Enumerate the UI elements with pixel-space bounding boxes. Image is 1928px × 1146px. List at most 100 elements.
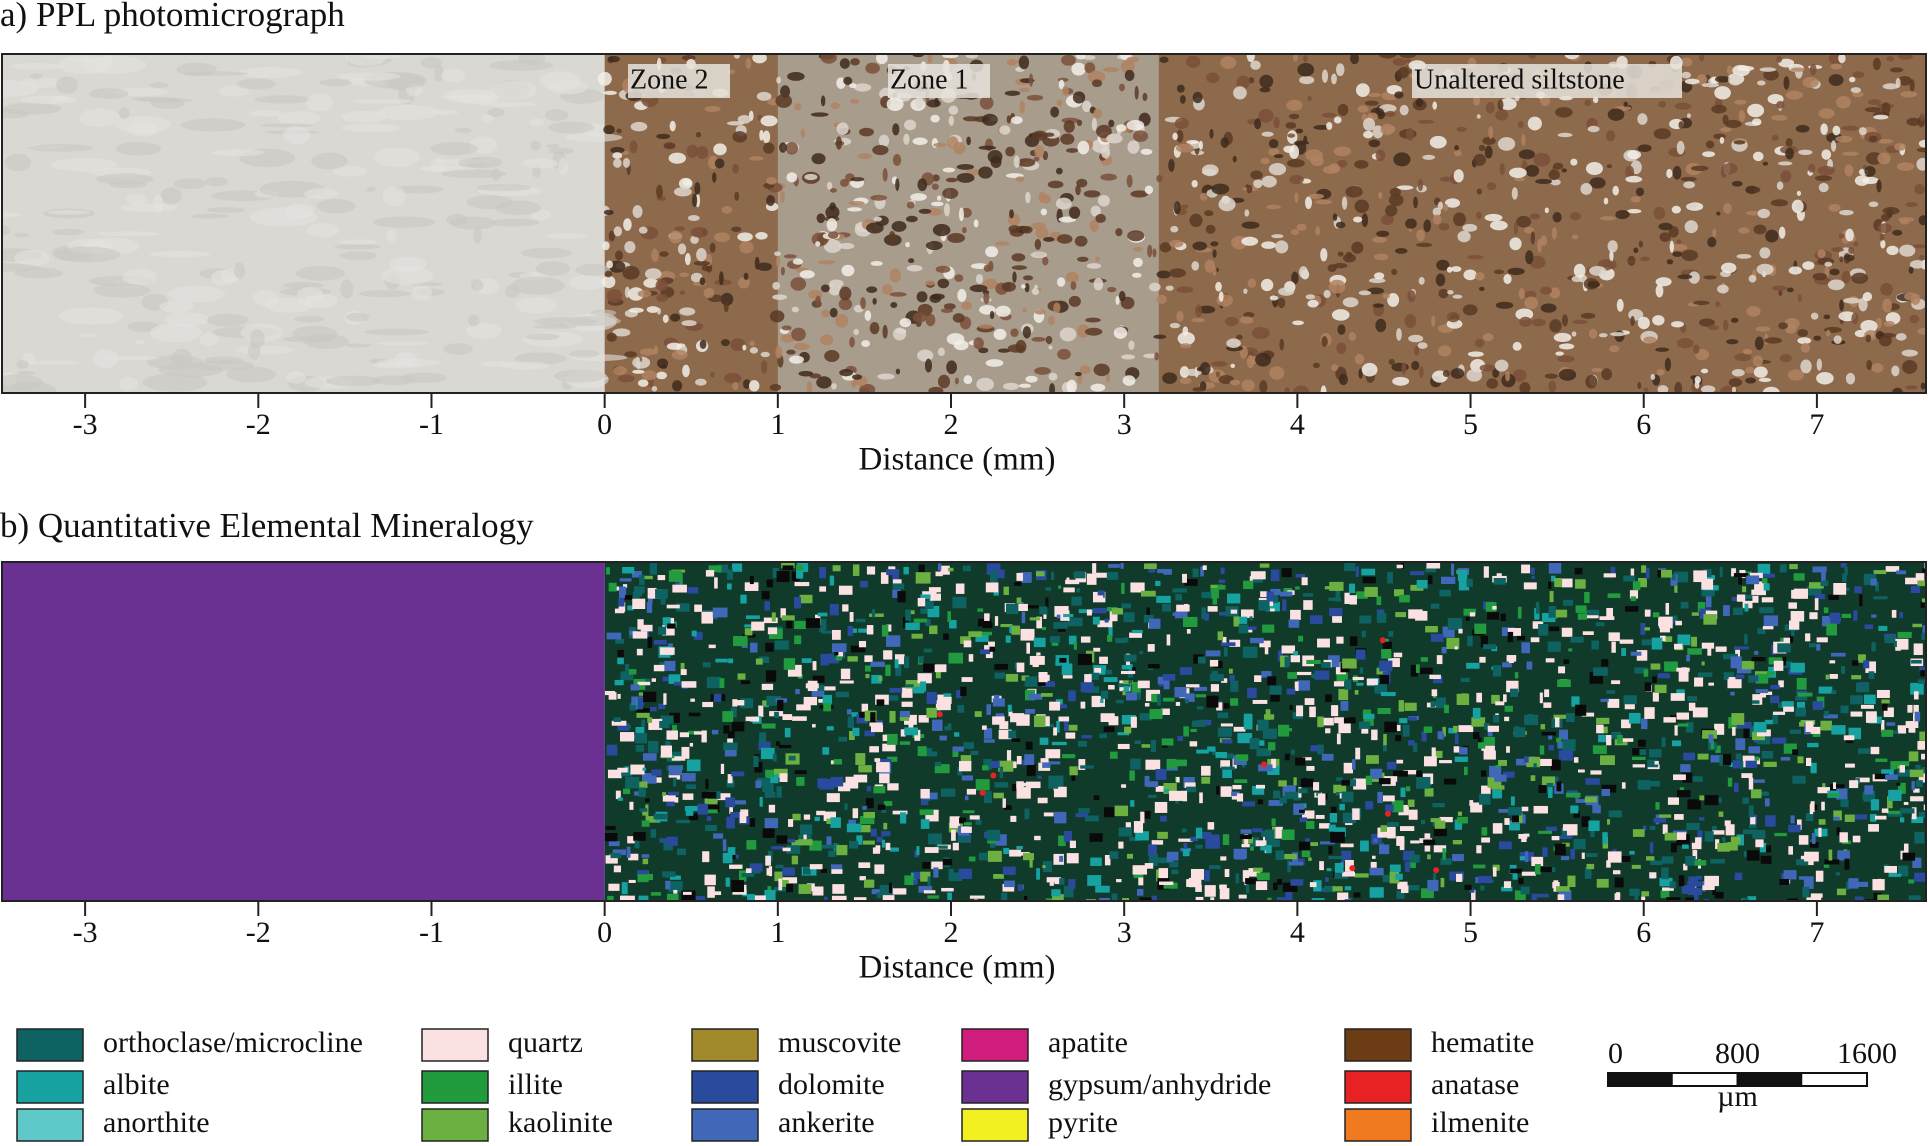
grain (823, 896, 828, 901)
grain (1836, 788, 1848, 800)
grain (1124, 69, 1135, 81)
grain (1639, 749, 1647, 756)
grain (1585, 778, 1600, 785)
resin-area (2, 562, 605, 901)
grain (668, 643, 673, 651)
label-box (888, 64, 990, 98)
grain (705, 570, 715, 577)
texture (468, 314, 480, 327)
grain (810, 112, 829, 117)
grain (1896, 570, 1907, 575)
grain (1147, 667, 1154, 671)
grain (1877, 152, 1891, 165)
grain (1199, 362, 1211, 376)
grain (1820, 580, 1829, 587)
grain (1425, 626, 1438, 633)
grain (1865, 334, 1872, 343)
grain (1880, 282, 1893, 296)
grain (1417, 119, 1435, 124)
grain (1535, 178, 1553, 185)
grain (929, 294, 942, 303)
grain (1169, 239, 1184, 248)
grain (814, 816, 820, 822)
grain (1344, 886, 1352, 891)
grain (1408, 885, 1420, 891)
grain (1423, 726, 1433, 733)
grain (642, 767, 647, 771)
grain (1382, 293, 1390, 299)
grain (1090, 205, 1101, 217)
grain (1637, 144, 1652, 152)
grain (637, 681, 651, 686)
grain (1349, 595, 1357, 605)
grain (1692, 707, 1708, 718)
grain (732, 636, 748, 647)
grain (1302, 810, 1315, 819)
grain (1174, 686, 1187, 698)
grain (941, 887, 954, 892)
grain (1745, 594, 1754, 599)
grain (1550, 179, 1561, 186)
grain (1364, 100, 1379, 106)
grain (1616, 298, 1624, 312)
grain (1530, 567, 1535, 575)
grain (1814, 594, 1825, 600)
grain (1634, 667, 1648, 674)
grain (940, 788, 956, 797)
grain (830, 817, 841, 828)
grain (1828, 594, 1839, 601)
grain (969, 815, 980, 820)
grain (672, 778, 677, 787)
grain (1913, 788, 1920, 793)
grain (1157, 831, 1168, 839)
grain (1433, 845, 1447, 853)
grain (1629, 888, 1640, 896)
grain (1272, 826, 1283, 839)
grain (1406, 127, 1415, 141)
grain (1714, 723, 1725, 735)
grain (1872, 57, 1881, 71)
grain (1409, 854, 1420, 863)
grain (1919, 731, 1926, 741)
grain (1077, 324, 1090, 338)
grain (1430, 603, 1440, 609)
grain (1494, 359, 1509, 372)
grain (829, 202, 836, 211)
grain (657, 626, 667, 635)
grain (1806, 897, 1822, 901)
texture (363, 328, 429, 336)
grain (1915, 764, 1921, 769)
grain (1116, 879, 1122, 883)
grain (1786, 287, 1794, 293)
grain (1410, 862, 1416, 868)
grain (1365, 775, 1373, 786)
grain (1570, 158, 1578, 166)
grain (1126, 119, 1145, 131)
grain (1293, 803, 1305, 815)
grain (1809, 612, 1818, 620)
annotation: Unaltered siltstone (1414, 64, 1625, 95)
grain (1681, 71, 1691, 79)
grain (1333, 681, 1345, 687)
grain (1094, 667, 1102, 673)
grain (1373, 253, 1389, 261)
grain (645, 816, 661, 823)
grain (636, 712, 650, 718)
grain (1630, 651, 1642, 656)
grain (1068, 635, 1077, 645)
grain (724, 372, 742, 384)
grain (1241, 221, 1260, 229)
grain (947, 892, 952, 901)
grain (1504, 705, 1513, 712)
grain (784, 727, 791, 738)
grain (1509, 820, 1520, 831)
grain (1891, 609, 1897, 618)
grain (1192, 568, 1199, 578)
grain (1206, 695, 1219, 708)
grain (942, 54, 959, 59)
grain (1558, 750, 1574, 761)
grain (1698, 318, 1715, 327)
grain (765, 177, 777, 185)
grain (668, 152, 686, 164)
texture (491, 168, 502, 181)
